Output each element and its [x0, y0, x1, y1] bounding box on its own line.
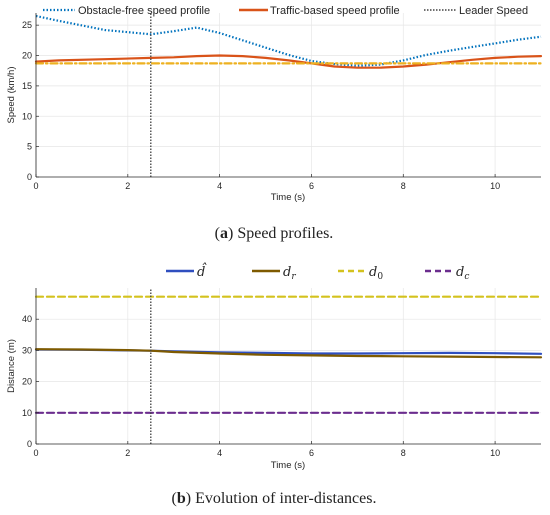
legend-b: d̂ dr d0 dc: [166, 262, 469, 282]
chart-a-ytick-label: 5: [27, 142, 32, 152]
chart-a-xtick-label: 8: [401, 181, 406, 191]
legend-a: Obstacle-free speed profile Traffic-base…: [43, 5, 528, 17]
chart-b-ytick-label: 40: [22, 314, 32, 324]
ticks-a: 0 2 4 6 8 10 0 5 10 15 20 25: [22, 20, 500, 191]
chart-b-xtick-label: 8: [401, 448, 406, 458]
chart-a-ytick-label: 10: [22, 111, 32, 121]
series-b: [34, 288, 543, 444]
ylabel-b: Distance (m): [6, 339, 17, 393]
panel-b-distance-chart: 0 2 4 6 8 10 0 10 20 30 40 Time (s) Distance (m) d…: [6, 262, 543, 507]
plot-area-a: [36, 13, 541, 177]
series-a: [34, 13, 543, 177]
legend-label-d-hat: d̂: [197, 262, 207, 280]
chart-a-xtick-label: 0: [33, 181, 38, 191]
chart-b-xtick-label: 2: [125, 448, 130, 458]
legend-label-d-c: dc: [456, 265, 469, 282]
chart-b-series-line-1: [34, 348, 543, 359]
chart-b-xtick-label: 4: [217, 448, 222, 458]
chart-a-xtick-label: 6: [309, 181, 314, 191]
xlabel-b: Time (s): [271, 460, 305, 471]
chart-b-ytick-label: 20: [22, 377, 32, 387]
chart-b-xtick-label: 10: [490, 448, 500, 458]
chart-b-ytick-label: 10: [22, 408, 32, 418]
legend-label-d-hat-text: d̂: [197, 262, 207, 280]
chart-a-ytick-label: 0: [27, 172, 32, 182]
plot-area-b: [36, 288, 541, 444]
caption-a-text: Speed profiles.: [237, 225, 333, 242]
chart-a-xtick-label: 10: [490, 181, 500, 191]
chart-a-ytick-label: 25: [22, 20, 32, 30]
chart-a-xtick-label: 4: [217, 181, 222, 191]
caption-a: (a) Speed profiles.: [215, 225, 334, 242]
legend-label-d-r: dr: [283, 265, 296, 282]
chart-b-ytick-label: 30: [22, 345, 32, 355]
chart-a-ytick-label: 20: [22, 51, 32, 61]
chart-b-xtick-label: 6: [309, 448, 314, 458]
chart-b-xtick-label: 0: [33, 448, 38, 458]
ylabel-a: Speed (km/h): [6, 66, 17, 123]
legend-label-leader-speed: Leader Speed: [459, 5, 528, 17]
chart-a-xtick-label: 2: [125, 181, 130, 191]
ticks-b: 0 2 4 6 8 10 0 10 20 30 40: [22, 314, 500, 458]
xlabel-a: Time (s): [271, 192, 305, 203]
legend-label-d-0: d0: [369, 265, 383, 282]
caption-b-text: Evolution of inter-distances.: [195, 490, 376, 507]
chart-b-ytick-label: 0: [27, 439, 32, 449]
chart-a-ytick-label: 15: [22, 81, 32, 91]
caption-b: (b) Evolution of inter-distances.: [172, 490, 377, 507]
legend-label-traffic-based: Traffic-based speed profile: [270, 5, 400, 17]
grid-a: [36, 13, 541, 177]
legend-label-obstacle-free: Obstacle-free speed profile: [78, 5, 210, 17]
